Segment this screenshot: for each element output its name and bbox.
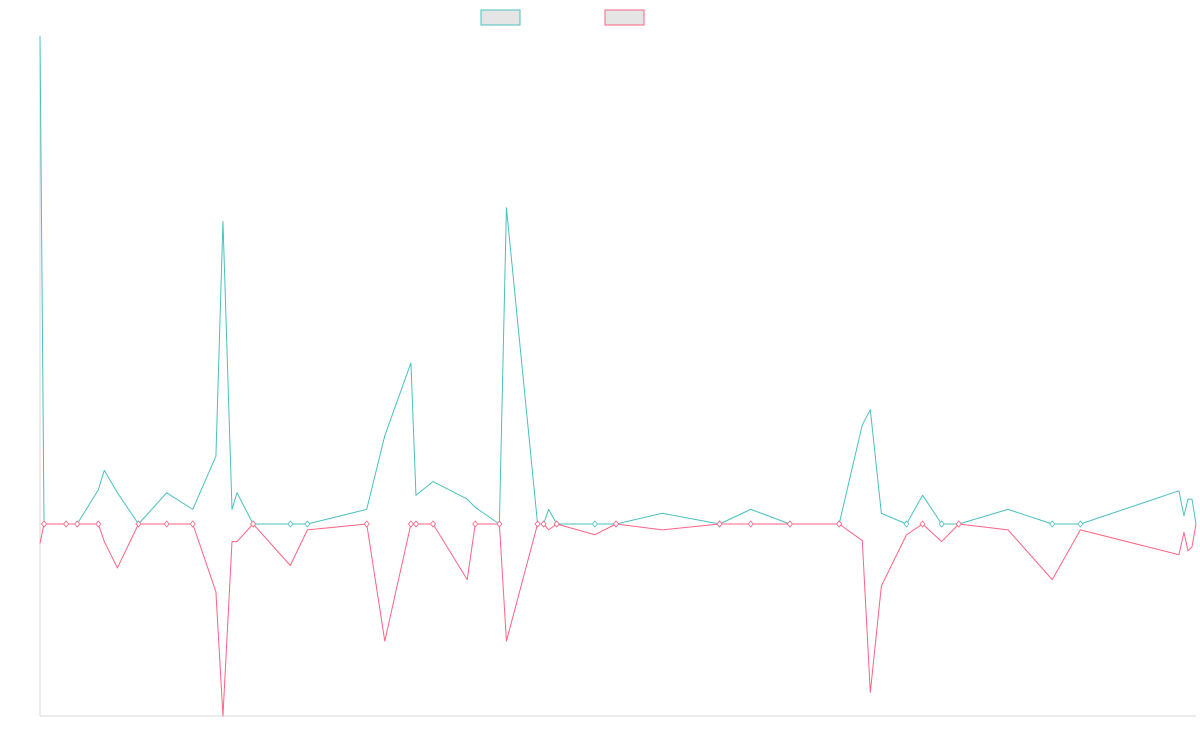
series-1-point[interactable] bbox=[591, 520, 598, 528]
series-layer bbox=[39, 35, 1197, 717]
series-2 bbox=[39, 520, 1197, 717]
series-2-point[interactable] bbox=[63, 520, 70, 528]
series-2-point[interactable] bbox=[534, 520, 541, 528]
legend bbox=[480, 9, 645, 26]
series-1-line[interactable] bbox=[39, 35, 1197, 525]
legend-swatch-series-2[interactable] bbox=[604, 9, 645, 26]
series-2-point[interactable] bbox=[496, 520, 503, 528]
series-2-point[interactable] bbox=[95, 520, 102, 528]
series-1-point[interactable] bbox=[1077, 520, 1084, 528]
series-2-point[interactable] bbox=[612, 520, 620, 528]
series-1-point[interactable] bbox=[903, 520, 910, 528]
series-1-point[interactable] bbox=[287, 520, 294, 528]
series-2-point[interactable] bbox=[786, 520, 793, 528]
series-2-point[interactable] bbox=[472, 520, 479, 528]
series-1-point[interactable] bbox=[304, 520, 311, 528]
series-2-point[interactable] bbox=[407, 520, 414, 528]
series-2-point[interactable] bbox=[74, 520, 81, 528]
series-2-line[interactable] bbox=[39, 523, 1197, 717]
series-2-point[interactable] bbox=[412, 520, 419, 528]
series-1-point[interactable] bbox=[938, 520, 945, 528]
series-2-point[interactable] bbox=[135, 520, 142, 528]
series-2-point[interactable] bbox=[716, 520, 723, 528]
series-2-point[interactable] bbox=[41, 520, 48, 528]
series-1-point[interactable] bbox=[1049, 520, 1056, 528]
series-2-point[interactable] bbox=[919, 520, 926, 528]
series-2-point[interactable] bbox=[955, 520, 962, 528]
series-2-point[interactable] bbox=[430, 520, 437, 528]
series-1 bbox=[39, 35, 1197, 528]
series-2-point[interactable] bbox=[163, 520, 170, 528]
series-2-point[interactable] bbox=[836, 520, 843, 528]
series-2-point[interactable] bbox=[540, 520, 547, 528]
axes bbox=[39, 36, 1196, 717]
series-2-point[interactable] bbox=[553, 520, 560, 528]
legend-swatch-series-1[interactable] bbox=[480, 9, 521, 26]
series-2-point[interactable] bbox=[250, 520, 257, 528]
series-2-point[interactable] bbox=[363, 520, 370, 528]
series-2-point[interactable] bbox=[189, 520, 196, 528]
series-2-point[interactable] bbox=[747, 520, 754, 528]
